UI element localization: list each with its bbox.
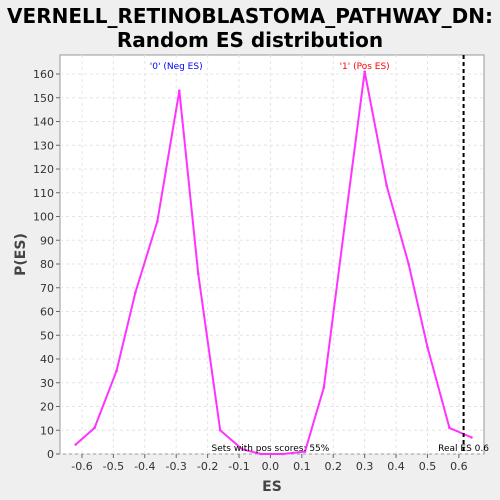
data-point [407, 262, 410, 266]
x-tick-label: 0.0 [262, 460, 280, 473]
series-layer [74, 70, 473, 456]
y-tick-label: 90 [40, 234, 54, 247]
x-tick-label: -0.6 [71, 460, 92, 473]
data-point [134, 291, 137, 294]
y-tick-label: 160 [33, 68, 54, 81]
x-tick-label: -0.5 [103, 460, 124, 473]
y-tick-label: 110 [33, 187, 54, 200]
data-point [385, 184, 388, 187]
data-point [426, 345, 429, 349]
x-tick-label: 0.4 [387, 460, 405, 473]
y-tick-label: 40 [40, 353, 54, 366]
x-tick-label: 0.1 [293, 460, 311, 473]
data-point [303, 450, 307, 453]
y-tick-label: 130 [33, 139, 54, 152]
x-tick-label: 0.3 [356, 460, 374, 473]
data-point [259, 452, 263, 456]
x-tick-label: -0.4 [134, 460, 155, 473]
data-point [196, 272, 200, 275]
y-tick-label: 100 [33, 211, 54, 224]
grid [60, 55, 484, 455]
data-point [363, 70, 366, 73]
real-es-label: Real ES 0.6 [438, 444, 489, 454]
y-tick-label: 20 [40, 401, 54, 414]
y-axis-label: P(ES) [13, 233, 29, 276]
y-tick-label: 70 [40, 282, 54, 295]
x-tick-label: -0.3 [165, 460, 186, 473]
y-tick-label: 60 [40, 306, 54, 319]
data-point [322, 386, 326, 389]
y-tick-label: 30 [40, 377, 54, 390]
data-point [115, 369, 118, 373]
data-point [281, 452, 285, 456]
data-point [178, 89, 181, 92]
data-point [156, 219, 159, 223]
chart-title-line1: VERNELL_RETINOBLASTOMA_PATHWAY_DN: [7, 4, 493, 28]
x-axis-ticks: -0.6 -0.5 -0.4 -0.3 -0.2 -0.1 0.0 0.1 0.2 0.3 0.4 0… [71, 454, 468, 473]
x-tick-label: -0.1 [228, 460, 249, 473]
pos-scores-label: Sets with pos scores: 55% [212, 444, 330, 454]
data-point [344, 215, 348, 218]
data-point [470, 436, 473, 439]
chart-title-line2: Random ES distribution [116, 28, 384, 52]
x-tick-label: -0.2 [197, 460, 218, 473]
data-point [448, 426, 451, 430]
x-axis-label: ES [262, 479, 282, 495]
data-point [74, 443, 78, 446]
y-tick-label: 0 [47, 448, 54, 461]
y-tick-label: 140 [33, 116, 54, 129]
es-distribution-line [75, 71, 472, 455]
plot-area [59, 54, 485, 455]
data-point [218, 428, 222, 432]
y-tick-label: 80 [40, 258, 54, 271]
y-tick-label: 150 [33, 92, 54, 105]
x-tick-label: 0.2 [324, 460, 342, 473]
neg-es-label: '0' (Neg ES) [150, 62, 203, 72]
pos-es-label: '1' (Pos ES) [340, 62, 390, 72]
y-axis-ticks: 0 10 20 30 40 50 60 70 80 90 100 110 120 130 140 150 160 [33, 68, 60, 461]
y-tick-label: 120 [33, 163, 54, 176]
y-tick-label: 50 [40, 329, 54, 342]
y-tick-label: 10 [40, 424, 54, 437]
data-point [240, 447, 244, 451]
x-tick-label: 0.6 [450, 460, 468, 473]
data-point [93, 426, 96, 430]
x-tick-label: 0.5 [419, 460, 437, 473]
